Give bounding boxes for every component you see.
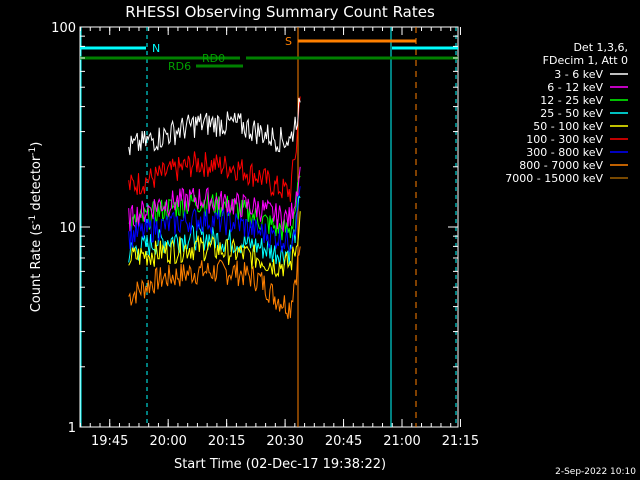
series-line-2 [128,175,301,241]
series-line-0 [128,97,301,156]
night-label: N [152,42,160,55]
series-line-1 [128,166,301,233]
x-tick-label: 20:30 [266,434,303,449]
legend-entry-label: 300 - 800 keV [526,146,603,159]
legend-entry-label: 100 - 300 keV [526,133,603,146]
legend-entry-label: 3 - 6 keV [554,68,603,81]
y-axis-ticks: 1 10 100 [51,21,458,436]
y-axis-label: Count Rate (s-1 detector-1) [28,142,44,313]
x-tick-label: 20:00 [149,434,186,449]
y-tick-label: 1 [68,421,76,436]
x-tick-label: 19:45 [91,434,128,449]
x-axis-label: Start Time (02-Dec-17 19:38:22) [174,457,386,472]
x-axis-ticks: 19:45 20:00 20:15 20:30 20:45 21:00 21:15 [80,27,479,449]
x-tick-label: 20:15 [208,434,245,449]
footer-timestamp: 2-Sep-2022 10:10 [555,467,636,477]
x-tick-label: 21:00 [383,434,420,449]
series-group [128,96,301,320]
legend-entry-label: 25 - 50 keV [540,107,603,120]
legend-header-1: Det 1,3,6, [573,41,628,54]
legend-entry-label: 7000 - 15000 keV [505,172,603,185]
chart-title: RHESSI Observing Summary Count Rates [125,3,435,21]
y-tick-label: 100 [51,21,76,36]
legend-header-2: FDecim 1, Att 0 [543,54,628,67]
series-line-5 [128,96,301,202]
x-tick-label: 21:15 [442,434,479,449]
series-line-6 [128,186,301,253]
legend-entry-label: 6 - 12 keV [547,81,603,94]
flag-bars: N S RD0 RD6 [80,35,458,73]
legend-entry-label: 12 - 25 keV [540,94,603,107]
legend-entry-label: 50 - 100 keV [533,120,603,133]
series-line-4 [128,211,301,278]
saa-label: S [285,35,292,48]
series-line-7 [128,246,301,320]
legend-entry-label: 800 - 7000 keV [519,159,603,172]
y-tick-label: 10 [59,221,76,236]
rd6-label: RD6 [168,60,191,73]
rd0-label: RD0 [202,52,225,65]
x-tick-label: 20:45 [325,434,362,449]
